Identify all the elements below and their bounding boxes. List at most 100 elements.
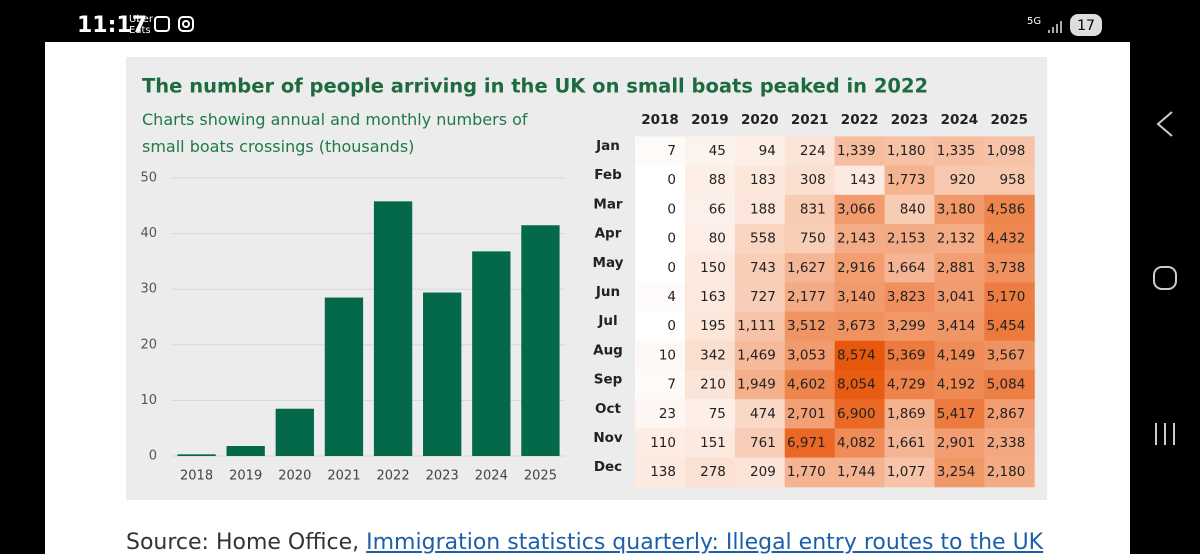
heat-cell xyxy=(734,311,786,342)
cell-value: 2,867 xyxy=(987,406,1026,422)
cell-value: 4,586 xyxy=(987,201,1026,217)
heat-cell xyxy=(934,224,985,254)
heat-cell xyxy=(884,224,935,254)
cell-value: 4,082 xyxy=(837,435,876,451)
bar xyxy=(423,292,462,456)
heat-cell xyxy=(834,370,886,400)
x-tick-label: 2019 xyxy=(229,469,262,484)
cell-value: 0 xyxy=(667,172,676,188)
y-tick-label: 40 xyxy=(140,226,157,241)
cell-value: 2,143 xyxy=(837,231,876,247)
heat-cell xyxy=(635,428,686,459)
heat-cell xyxy=(635,282,686,313)
cell-value: 920 xyxy=(950,172,976,188)
cell-value: 210 xyxy=(700,377,726,393)
cell-value: 2,177 xyxy=(787,289,826,305)
heat-cell xyxy=(784,457,836,488)
heat-cell xyxy=(784,340,836,371)
heat-cell xyxy=(684,224,736,254)
heat-cell xyxy=(635,165,686,196)
x-tick-label: 2023 xyxy=(426,469,459,484)
cell-value: 75 xyxy=(709,406,726,422)
heat-cell xyxy=(635,224,686,254)
row-label: Feb xyxy=(594,167,622,183)
heat-cell xyxy=(635,340,686,371)
heat-cell xyxy=(684,253,736,283)
cell-value: 1,869 xyxy=(887,406,926,422)
cell-value: 958 xyxy=(1000,172,1026,188)
cell-value: 1,773 xyxy=(887,172,926,188)
cell-value: 1,111 xyxy=(737,318,776,334)
row-label: Mar xyxy=(593,196,623,212)
cell-value: 1,744 xyxy=(837,464,876,480)
icon xyxy=(154,16,170,32)
heat-cell xyxy=(884,311,935,342)
cell-value: 6,971 xyxy=(787,435,826,451)
heat-cell xyxy=(784,282,836,313)
cell-value: 143 xyxy=(850,172,876,188)
cell-value: 209 xyxy=(750,464,776,480)
cell-value: 3,567 xyxy=(987,347,1026,363)
heat-cell xyxy=(934,399,985,429)
source-link[interactable]: Immigration statistics quarterly: Illega… xyxy=(366,530,1044,554)
heat-cell xyxy=(984,340,1035,371)
cell-value: 94 xyxy=(759,143,776,159)
heat-cell xyxy=(834,311,886,342)
cell-value: 2,180 xyxy=(987,464,1026,480)
heat-cell xyxy=(934,194,985,225)
bar xyxy=(472,251,511,456)
cell-value: 224 xyxy=(800,143,826,159)
cell-value: 3,512 xyxy=(787,318,826,334)
clock: 11:17 xyxy=(77,13,147,38)
heat-cell xyxy=(684,370,736,400)
heat-cell xyxy=(884,370,935,400)
cell-value: 5,170 xyxy=(987,289,1026,305)
heat-cell xyxy=(834,136,886,167)
x-tick-label: 2022 xyxy=(377,469,410,484)
heat-cell xyxy=(984,311,1035,342)
heat-cell xyxy=(884,282,935,313)
y-tick-label: 30 xyxy=(140,282,157,297)
icon xyxy=(182,20,190,28)
cell-value: 727 xyxy=(750,289,776,305)
heat-cell xyxy=(635,136,686,167)
cell-value: 2,701 xyxy=(787,406,826,422)
cell-value: 151 xyxy=(700,435,726,451)
cell-value: 1,627 xyxy=(787,260,826,276)
heat-cell xyxy=(635,194,686,225)
nav-back[interactable] xyxy=(1156,111,1173,137)
heat-cell xyxy=(734,136,786,167)
cell-value: 5,369 xyxy=(887,347,926,363)
bar xyxy=(177,454,216,456)
cell-value: 2,153 xyxy=(887,231,926,247)
heat-cell xyxy=(934,311,985,342)
cell-value: 3,299 xyxy=(887,318,926,334)
heat-cell xyxy=(984,457,1035,488)
cell-value: 558 xyxy=(750,231,776,247)
cell-value: 761 xyxy=(750,435,776,451)
x-tick-label: 2020 xyxy=(278,469,311,484)
nav-recent[interactable] xyxy=(1155,423,1175,445)
cell-value: 3,738 xyxy=(987,260,1026,276)
heat-cell xyxy=(684,457,736,488)
heat-cell xyxy=(984,428,1035,459)
heat-cell xyxy=(984,136,1035,167)
row-label: Sep xyxy=(594,372,623,388)
nav-home[interactable] xyxy=(1153,266,1177,290)
heat-cell xyxy=(734,340,786,371)
cell-value: 3,053 xyxy=(787,347,826,363)
battery-level: 17 xyxy=(1077,18,1095,34)
cell-value: 3,414 xyxy=(937,318,976,334)
cell-value: 8,574 xyxy=(837,347,876,363)
heat-cell xyxy=(734,457,786,488)
heat-cell xyxy=(734,194,786,225)
heat-cell xyxy=(984,253,1035,283)
cell-value: 1,949 xyxy=(737,377,776,393)
cell-value: 2,901 xyxy=(937,435,976,451)
cell-value: 1,469 xyxy=(737,347,776,363)
cell-value: 1,098 xyxy=(987,143,1026,159)
cell-value: 278 xyxy=(700,464,726,480)
cell-value: 3,041 xyxy=(937,289,976,305)
heat-cell xyxy=(934,253,985,283)
heat-cell xyxy=(684,399,736,429)
